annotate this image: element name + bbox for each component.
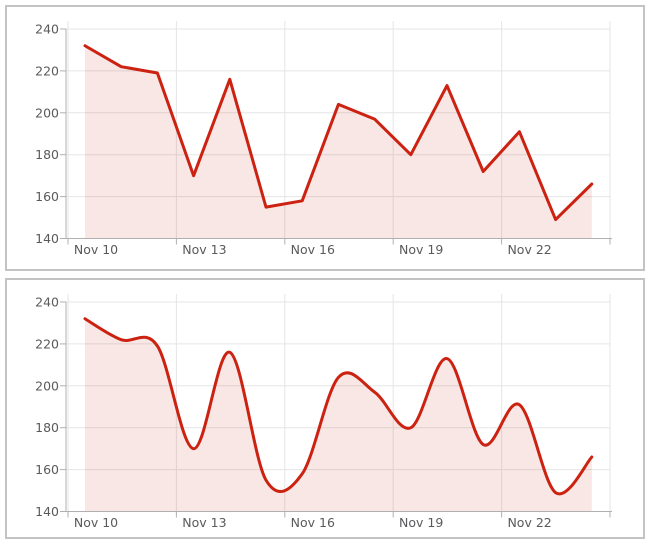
chart-panel-smooth: 240 220 200 180 160 140 Nov 10 Nov 13 Nov 16 Nov … — [5, 278, 645, 539]
series-line — [83, 44, 594, 222]
y-axis-label: 140 — [35, 231, 59, 246]
chart-panel-linear: 240 220 200 180 160 140 Nov 10 Nov 13 Nov 16 Nov … — [5, 5, 645, 271]
series-line — [83, 317, 594, 496]
x-axis-label: Nov 13 — [182, 515, 226, 530]
y-axis-label: 240 — [35, 22, 59, 37]
x-axis-label: Nov 22 — [507, 515, 551, 530]
x-axis-label: Nov 13 — [182, 242, 226, 257]
area-chart-linear[interactable]: 240 220 200 180 160 140 Nov 10 Nov 13 Nov 16 Nov … — [7, 7, 641, 267]
x-axis-label: Nov 16 — [291, 515, 335, 530]
area-chart-smooth[interactable]: 240 220 200 180 160 140 Nov 10 Nov 13 Nov 16 Nov … — [7, 280, 641, 535]
y-axis-label: 160 — [35, 462, 59, 477]
y-axis-label: 200 — [35, 105, 59, 120]
x-axis-label: Nov 19 — [399, 515, 443, 530]
x-axis-label: Nov 19 — [399, 242, 443, 257]
y-axis-label: 200 — [35, 378, 59, 393]
y-axis-label: 160 — [35, 189, 59, 204]
y-axis-label: 220 — [35, 63, 59, 78]
y-axis-label: 180 — [35, 420, 59, 435]
y-axis-label: 220 — [35, 336, 59, 351]
x-axis-label: Nov 16 — [291, 242, 335, 257]
y-axis-label: 240 — [35, 295, 59, 310]
y-axis-label: 140 — [35, 504, 59, 519]
x-axis-label: Nov 10 — [74, 242, 118, 257]
x-axis-label: Nov 10 — [74, 515, 118, 530]
series-area — [85, 45, 592, 239]
x-axis-label: Nov 22 — [507, 242, 551, 257]
y-axis-label: 180 — [35, 147, 59, 162]
series-area — [85, 318, 592, 512]
